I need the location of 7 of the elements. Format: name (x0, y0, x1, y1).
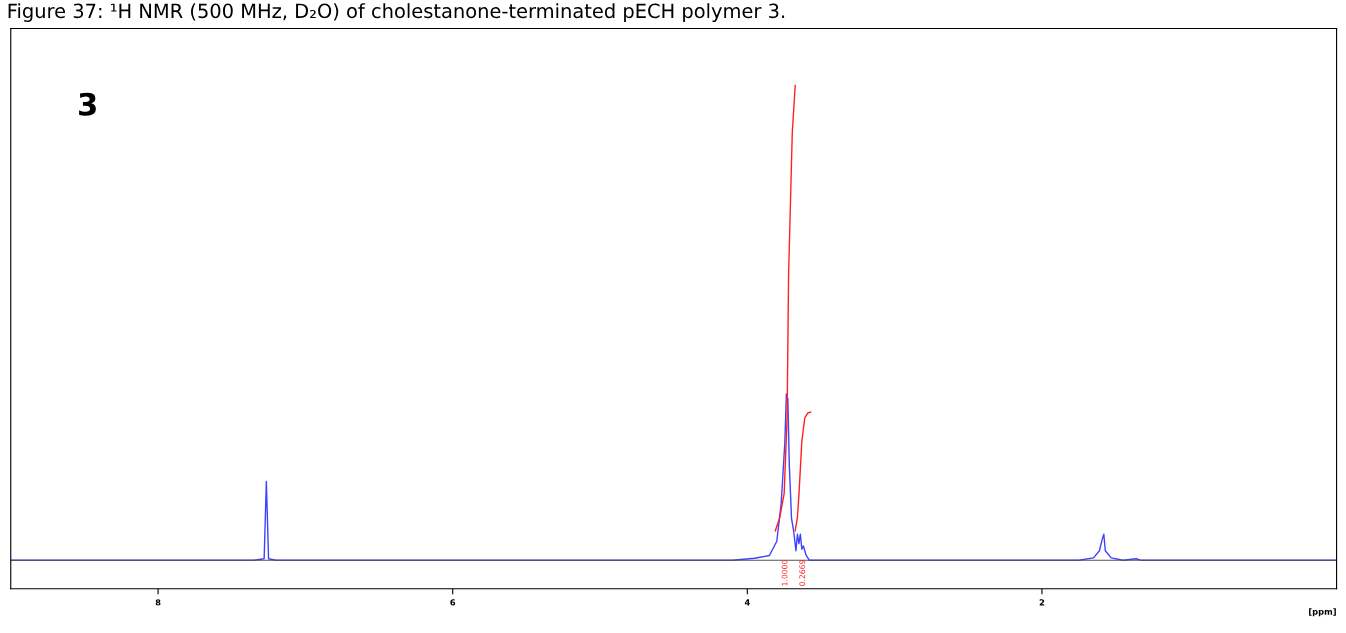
x-tick-label: 2 (1039, 599, 1045, 606)
x-tick-label: 6 (450, 599, 456, 606)
annotation: 3 (79, 92, 96, 116)
x-tick-label: 8 (155, 599, 161, 606)
chart-title: Figure 37: ¹H NMR (500 MHz, D₂O) of cholestanone-terminated pECH polymer 3. (8, 3, 785, 22)
x-tick-label: 4 (744, 599, 750, 606)
x-axis-title: [ppm] (1309, 608, 1336, 617)
